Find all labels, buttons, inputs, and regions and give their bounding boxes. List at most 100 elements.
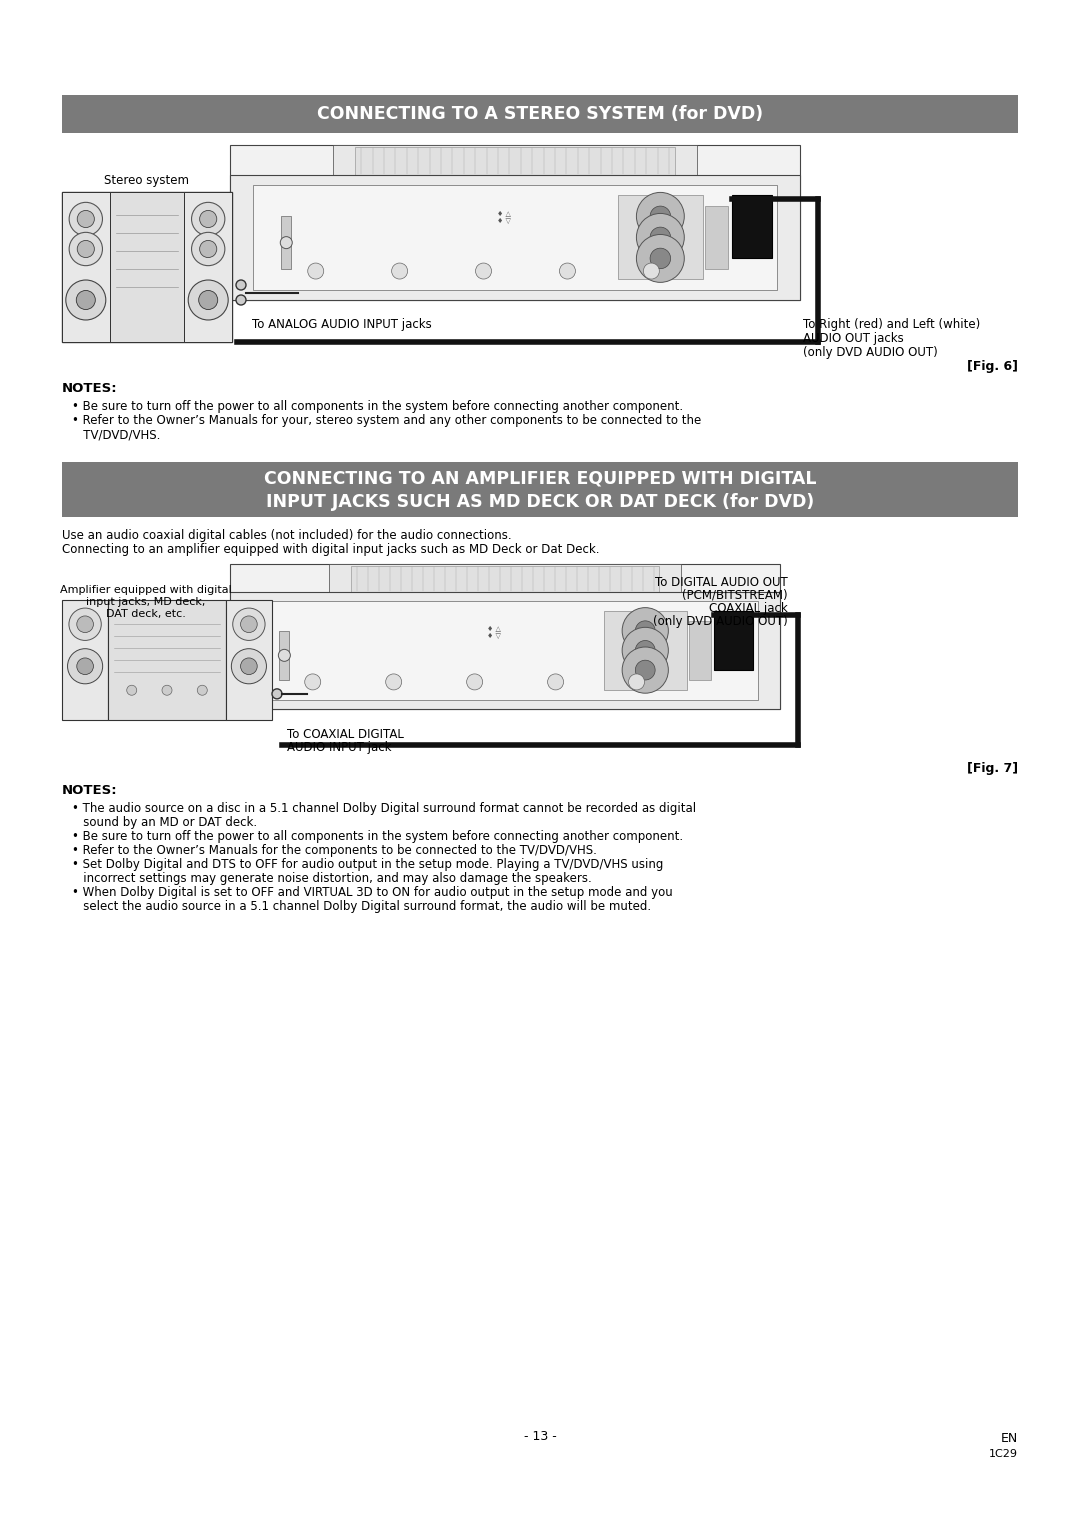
Ellipse shape <box>622 608 669 654</box>
Text: • When Dolby Digital is set to OFF and VIRTUAL 3D to ON for audio output in the : • When Dolby Digital is set to OFF and V… <box>72 886 673 899</box>
Ellipse shape <box>69 608 102 640</box>
Text: CONNECTING TO AN AMPLIFIER EQUIPPED WITH DIGITAL: CONNECTING TO AN AMPLIFIER EQUIPPED WITH… <box>264 469 816 487</box>
Bar <box>230 174 800 299</box>
Ellipse shape <box>305 673 321 690</box>
Bar <box>714 611 753 670</box>
Ellipse shape <box>68 649 103 684</box>
Ellipse shape <box>635 640 656 660</box>
Bar <box>333 145 698 174</box>
Bar <box>108 600 226 721</box>
Bar <box>230 563 780 709</box>
Text: ♦ △
♦ ▽: ♦ △ ♦ ▽ <box>497 211 511 224</box>
Text: • Set Dolby Digital and DTS to OFF for audio output in the setup mode. Playing a: • Set Dolby Digital and DTS to OFF for a… <box>72 858 663 872</box>
Bar <box>731 195 771 258</box>
Ellipse shape <box>241 615 257 632</box>
Text: Use an audio coaxial digital cables (not included) for the audio connections.: Use an audio coaxial digital cables (not… <box>62 528 512 542</box>
Bar <box>253 185 778 290</box>
Text: Stereo system: Stereo system <box>105 174 189 186</box>
Ellipse shape <box>559 263 576 279</box>
Text: Amplifier equipped with digital: Amplifier equipped with digital <box>60 585 232 596</box>
Ellipse shape <box>69 203 103 235</box>
Ellipse shape <box>69 232 103 266</box>
Text: (only DVD AUDIO OUT): (only DVD AUDIO OUT) <box>804 347 937 359</box>
Ellipse shape <box>467 673 483 690</box>
Text: NOTES:: NOTES: <box>62 785 118 797</box>
Bar <box>351 567 659 592</box>
Ellipse shape <box>636 192 685 240</box>
Bar <box>230 145 800 299</box>
Ellipse shape <box>392 263 407 279</box>
Ellipse shape <box>78 211 94 228</box>
Bar <box>604 611 687 690</box>
Ellipse shape <box>237 279 246 290</box>
Ellipse shape <box>241 658 257 675</box>
Text: • Refer to the Owner’s Manuals for your, stereo system and any other components : • Refer to the Owner’s Manuals for your,… <box>72 414 701 428</box>
Ellipse shape <box>237 295 246 305</box>
Bar <box>62 95 1018 133</box>
Ellipse shape <box>622 647 669 693</box>
Ellipse shape <box>78 240 94 258</box>
Text: • Be sure to turn off the power to all components in the system before connectin: • Be sure to turn off the power to all c… <box>72 831 684 843</box>
Ellipse shape <box>386 673 402 690</box>
Ellipse shape <box>644 263 660 279</box>
Ellipse shape <box>650 228 671 247</box>
Ellipse shape <box>77 290 95 310</box>
Ellipse shape <box>636 214 685 261</box>
Text: • The audio source on a disc in a 5.1 channel Dolby Digital surround format cann: • The audio source on a disc in a 5.1 ch… <box>72 802 697 815</box>
Text: To ANALOG AUDIO INPUT jacks: To ANALOG AUDIO INPUT jacks <box>252 318 432 331</box>
Text: NOTES:: NOTES: <box>62 382 118 395</box>
Ellipse shape <box>635 621 656 641</box>
Ellipse shape <box>200 240 217 258</box>
Ellipse shape <box>475 263 491 279</box>
Bar <box>62 192 109 342</box>
Ellipse shape <box>622 628 669 673</box>
Text: To COAXIAL DIGITAL: To COAXIAL DIGITAL <box>287 728 404 741</box>
Bar <box>62 463 1018 518</box>
Text: - 13 -: - 13 - <box>524 1431 556 1443</box>
Ellipse shape <box>308 263 324 279</box>
Ellipse shape <box>191 232 225 266</box>
Text: COAXIAL jack: COAXIAL jack <box>710 602 788 614</box>
Ellipse shape <box>199 290 218 310</box>
Bar <box>618 195 703 279</box>
Bar <box>230 592 780 709</box>
Text: [Fig. 7]: [Fig. 7] <box>967 762 1018 776</box>
Text: AUDIO OUT jacks: AUDIO OUT jacks <box>804 331 904 345</box>
Ellipse shape <box>231 649 267 684</box>
Text: To Right (red) and Left (white): To Right (red) and Left (white) <box>804 318 981 331</box>
Bar <box>329 563 681 592</box>
Bar <box>226 600 272 721</box>
Text: incorrect settings may generate noise distortion, and may also damage the speake: incorrect settings may generate noise di… <box>72 872 592 886</box>
Text: [Fig. 6]: [Fig. 6] <box>967 360 1018 373</box>
Ellipse shape <box>188 279 228 321</box>
Bar <box>355 148 675 174</box>
Text: INPUT JACKS SUCH AS MD DECK OR DAT DECK (for DVD): INPUT JACKS SUCH AS MD DECK OR DAT DECK … <box>266 493 814 510</box>
Bar <box>689 621 711 680</box>
Text: EN: EN <box>1001 1432 1018 1446</box>
Text: (only DVD AUDIO OUT): (only DVD AUDIO OUT) <box>653 614 788 628</box>
Ellipse shape <box>636 235 685 282</box>
Ellipse shape <box>635 660 656 680</box>
Bar <box>62 600 108 721</box>
Text: DAT deck, etc.: DAT deck, etc. <box>106 609 186 620</box>
Ellipse shape <box>126 686 137 695</box>
Ellipse shape <box>77 615 93 632</box>
Text: input jacks, MD deck,: input jacks, MD deck, <box>86 597 205 608</box>
Ellipse shape <box>279 649 291 661</box>
Ellipse shape <box>650 206 671 226</box>
Bar <box>281 217 292 269</box>
Ellipse shape <box>77 658 93 675</box>
Ellipse shape <box>66 279 106 321</box>
Ellipse shape <box>162 686 172 695</box>
Text: TV/DVD/VHS.: TV/DVD/VHS. <box>72 428 160 441</box>
Text: sound by an MD or DAT deck.: sound by an MD or DAT deck. <box>72 817 257 829</box>
Text: AUDIO INPUT jack: AUDIO INPUT jack <box>287 741 391 754</box>
Text: select the audio source in a 5.1 channel Dolby Digital surround format, the audi: select the audio source in a 5.1 channel… <box>72 901 651 913</box>
Bar <box>185 192 232 342</box>
Text: ♦ △
♦ ▽: ♦ △ ♦ ▽ <box>487 626 501 638</box>
Bar <box>280 631 289 680</box>
Ellipse shape <box>281 237 293 249</box>
Text: • Refer to the Owner’s Manuals for the components to be connected to the TV/DVD/: • Refer to the Owner’s Manuals for the c… <box>72 844 597 857</box>
Text: Connecting to an amplifier equipped with digital input jacks such as MD Deck or : Connecting to an amplifier equipped with… <box>62 544 599 556</box>
Ellipse shape <box>198 686 207 695</box>
